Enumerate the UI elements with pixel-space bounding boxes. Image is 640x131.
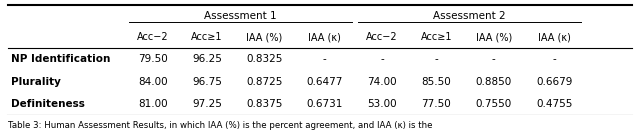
Text: 0.6679: 0.6679 xyxy=(536,77,572,87)
Text: 81.00: 81.00 xyxy=(138,99,168,109)
Text: -: - xyxy=(492,54,495,64)
Text: 0.7550: 0.7550 xyxy=(476,99,512,109)
Text: -: - xyxy=(380,54,384,64)
Text: 0.8725: 0.8725 xyxy=(246,77,282,87)
Text: 74.00: 74.00 xyxy=(367,77,397,87)
Text: IAA (κ): IAA (κ) xyxy=(308,32,341,42)
Text: IAA (κ): IAA (κ) xyxy=(538,32,571,42)
Text: Definiteness: Definiteness xyxy=(11,99,85,109)
Text: -: - xyxy=(323,54,326,64)
Text: 77.50: 77.50 xyxy=(421,99,451,109)
Text: Assessment 2: Assessment 2 xyxy=(433,10,506,21)
Text: 84.00: 84.00 xyxy=(138,77,168,87)
Text: 79.50: 79.50 xyxy=(138,54,168,64)
Text: 0.8325: 0.8325 xyxy=(246,54,282,64)
Text: Acc−2: Acc−2 xyxy=(366,32,398,42)
Text: 85.50: 85.50 xyxy=(421,77,451,87)
Text: Acc−2: Acc−2 xyxy=(137,32,168,42)
Text: 97.25: 97.25 xyxy=(192,99,222,109)
Text: 53.00: 53.00 xyxy=(367,99,397,109)
Text: NP Identification: NP Identification xyxy=(11,54,110,64)
Text: Acc≥1: Acc≥1 xyxy=(191,32,223,42)
Text: 0.8850: 0.8850 xyxy=(476,77,512,87)
Text: 0.8375: 0.8375 xyxy=(246,99,282,109)
Text: IAA (%): IAA (%) xyxy=(246,32,282,42)
Text: 96.25: 96.25 xyxy=(192,54,222,64)
Text: IAA (%): IAA (%) xyxy=(476,32,512,42)
Text: Plurality: Plurality xyxy=(11,77,61,87)
Text: -: - xyxy=(552,54,556,64)
Text: 0.6731: 0.6731 xyxy=(307,99,343,109)
Text: Assessment 1: Assessment 1 xyxy=(204,10,276,21)
Text: Acc≥1: Acc≥1 xyxy=(420,32,452,42)
Text: Table 3: Human Assessment Results, in which IAA (%) is the percent agreement, an: Table 3: Human Assessment Results, in wh… xyxy=(8,121,432,130)
Text: -: - xyxy=(435,54,438,64)
Text: 0.4755: 0.4755 xyxy=(536,99,572,109)
Text: 96.75: 96.75 xyxy=(192,77,222,87)
Text: 0.6477: 0.6477 xyxy=(307,77,343,87)
